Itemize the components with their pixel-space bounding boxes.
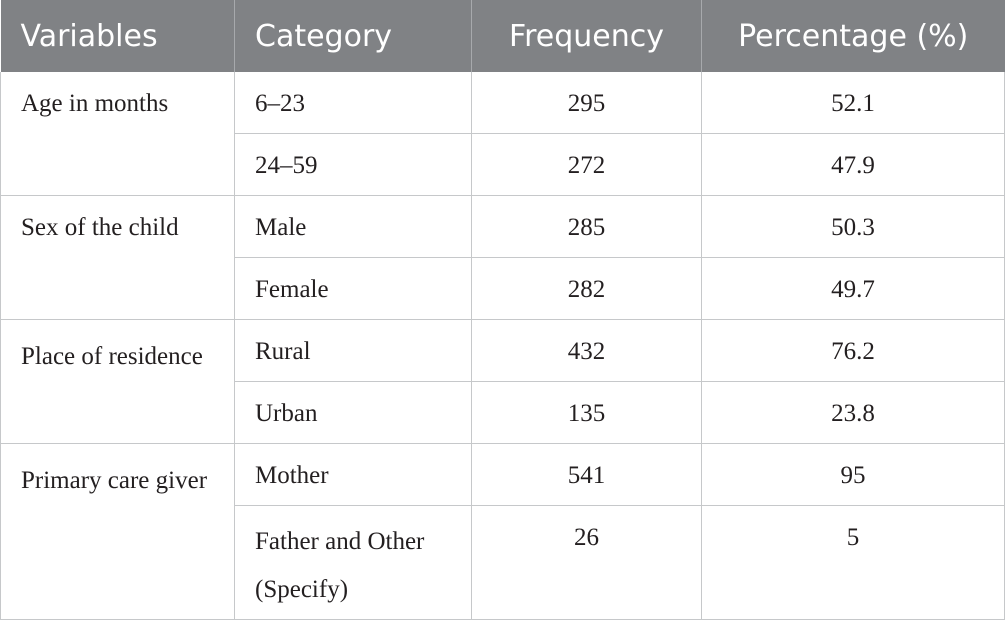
table-row: Sex of the child Male 285 50.3 bbox=[0, 195, 1005, 320]
variable-caregiver: Primary care giver bbox=[0, 443, 235, 620]
percentage-cell: 95 bbox=[701, 443, 1005, 506]
variable-age: Age in months bbox=[0, 72, 235, 196]
percentage-cell: 76.2 bbox=[701, 319, 1005, 382]
percentage-cell: 50.3 bbox=[701, 195, 1005, 258]
frequency-cell: 272 bbox=[471, 133, 702, 196]
table-row: Primary care giver Mother 541 95 bbox=[0, 443, 1005, 620]
frequency-cell: 26 bbox=[471, 505, 702, 620]
variable-sex: Sex of the child bbox=[0, 195, 235, 320]
table-row: Father and Other (Specify) 26 5 bbox=[1, 505, 1005, 620]
category-cell: 6–23 bbox=[234, 72, 472, 134]
percentage-cell: 47.9 bbox=[701, 133, 1005, 196]
percentage-cell: 52.1 bbox=[701, 72, 1005, 134]
category-cell: Father and Other (Specify) bbox=[234, 505, 472, 620]
percentage-cell: 5 bbox=[701, 505, 1005, 620]
frequency-cell: 285 bbox=[471, 195, 702, 258]
header-variables: Variables bbox=[0, 0, 235, 72]
header-row: Variables Category Frequency Percentage … bbox=[0, 0, 1005, 72]
category-cell: Male bbox=[234, 195, 472, 258]
header-percentage: Percentage (%) bbox=[701, 0, 1005, 72]
table-row: 24–59 272 47.9 bbox=[1, 133, 1005, 196]
variable-residence: Place of residence bbox=[0, 319, 235, 444]
table-row: Age in months 6–23 295 52.1 bbox=[0, 72, 1005, 196]
frequency-cell: 295 bbox=[471, 72, 702, 134]
percentage-cell: 23.8 bbox=[701, 381, 1005, 444]
frequency-cell: 135 bbox=[471, 381, 702, 444]
category-cell: Female bbox=[234, 257, 472, 320]
header-frequency: Frequency bbox=[471, 0, 702, 72]
percentage-cell: 49.7 bbox=[701, 257, 1005, 320]
table-header: Variables Category Frequency Percentage … bbox=[0, 0, 1005, 72]
frequency-cell: 432 bbox=[471, 319, 702, 382]
category-cell: 24–59 bbox=[234, 133, 472, 196]
frequency-cell: 541 bbox=[471, 443, 702, 506]
category-cell: Mother bbox=[234, 443, 472, 506]
table-row: Female 282 49.7 bbox=[1, 257, 1005, 320]
table-row: Place of residence Rural 432 76.2 bbox=[0, 319, 1005, 444]
frequency-cell: 282 bbox=[471, 257, 702, 320]
category-cell: Urban bbox=[234, 381, 472, 444]
category-cell: Rural bbox=[234, 319, 472, 382]
table-body: Age in months 6–23 295 52.1 24–59 272 47… bbox=[0, 72, 1005, 620]
header-category: Category bbox=[234, 0, 472, 72]
table-row: Urban 135 23.8 bbox=[1, 381, 1005, 444]
